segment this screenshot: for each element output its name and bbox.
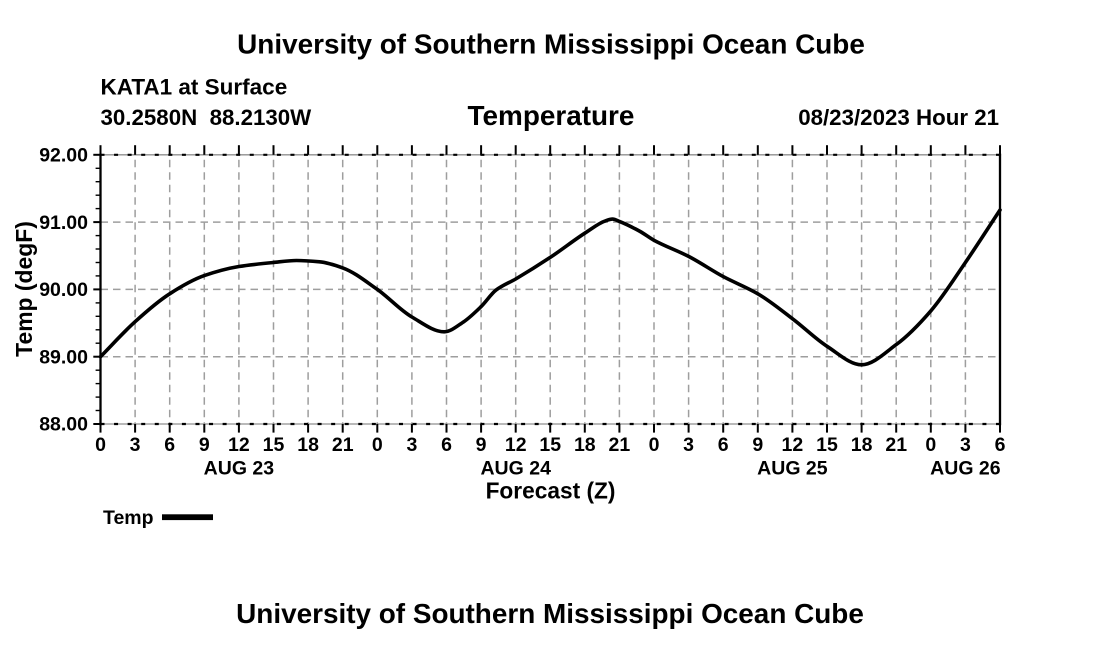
svg-text:0: 0	[372, 434, 383, 456]
svg-text:89.00: 89.00	[39, 346, 88, 368]
svg-text:Forecast (Z): Forecast (Z)	[486, 478, 616, 504]
svg-text:15: 15	[539, 434, 561, 456]
svg-text:18: 18	[574, 434, 596, 456]
svg-text:18: 18	[297, 434, 319, 456]
svg-text:9: 9	[476, 434, 487, 456]
svg-text:6: 6	[718, 434, 729, 456]
svg-text:3: 3	[130, 434, 141, 456]
svg-text:08/23/2023 Hour 21: 08/23/2023 Hour 21	[798, 105, 999, 130]
svg-text:15: 15	[263, 434, 285, 456]
svg-text:Temp: Temp	[103, 507, 154, 529]
svg-text:12: 12	[505, 434, 527, 456]
svg-text:AUG 25: AUG 25	[757, 458, 828, 480]
svg-text:0: 0	[925, 434, 936, 456]
svg-text:9: 9	[752, 434, 763, 456]
svg-text:21: 21	[332, 434, 354, 456]
svg-text:6: 6	[995, 434, 1006, 456]
svg-text:30.2580N 88.2130W: 30.2580N 88.2130W	[101, 105, 313, 130]
svg-text:AUG 26: AUG 26	[930, 458, 1001, 480]
svg-text:12: 12	[228, 434, 250, 456]
svg-text:0: 0	[95, 434, 106, 456]
svg-text:3: 3	[406, 434, 417, 456]
svg-text:AUG 23: AUG 23	[204, 458, 275, 480]
svg-text:6: 6	[164, 434, 175, 456]
svg-text:18: 18	[851, 434, 873, 456]
svg-text:21: 21	[609, 434, 631, 456]
svg-text:3: 3	[960, 434, 971, 456]
svg-text:21: 21	[885, 434, 907, 456]
svg-text:3: 3	[683, 434, 694, 456]
svg-text:12: 12	[782, 434, 804, 456]
svg-text:Temperature: Temperature	[468, 100, 635, 131]
svg-text:0: 0	[649, 434, 660, 456]
svg-text:91.00: 91.00	[39, 212, 88, 234]
svg-text:Temp (degF): Temp (degF)	[11, 221, 37, 357]
svg-text:University of Southern Mississ: University of Southern Mississippi Ocean…	[237, 29, 865, 60]
svg-text:15: 15	[816, 434, 838, 456]
svg-text:University of Southern Mississ: University of Southern Mississippi Ocean…	[236, 598, 864, 629]
svg-text:AUG 24: AUG 24	[480, 458, 551, 480]
svg-text:6: 6	[441, 434, 452, 456]
svg-text:9: 9	[199, 434, 210, 456]
svg-text:88.00: 88.00	[39, 414, 88, 436]
svg-text:92.00: 92.00	[39, 145, 88, 167]
svg-text:90.00: 90.00	[39, 279, 88, 301]
svg-text:KATA1 at Surface: KATA1 at Surface	[101, 75, 288, 100]
